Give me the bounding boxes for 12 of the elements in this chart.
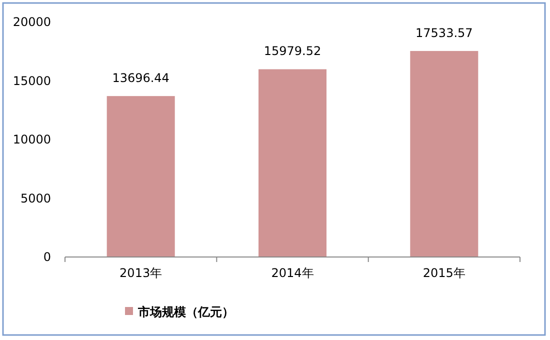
y-tick-label: 15000	[12, 74, 51, 88]
y-tick-label: 10000	[12, 132, 51, 146]
y-tick-label: 20000	[12, 15, 51, 29]
data-label: 17533.57	[416, 26, 473, 40]
legend-label: 市场规模（亿元）	[137, 305, 234, 319]
x-tick-label: 2013年	[120, 266, 162, 280]
x-tick-label: 2015年	[422, 266, 466, 280]
data-label: 15979.52	[264, 44, 322, 58]
data-label: 13696.44	[112, 71, 170, 86]
x-tick-label: 2014年	[271, 266, 314, 280]
y-tick-label: 0	[43, 250, 51, 264]
y-tick-label: 5000	[20, 191, 51, 206]
